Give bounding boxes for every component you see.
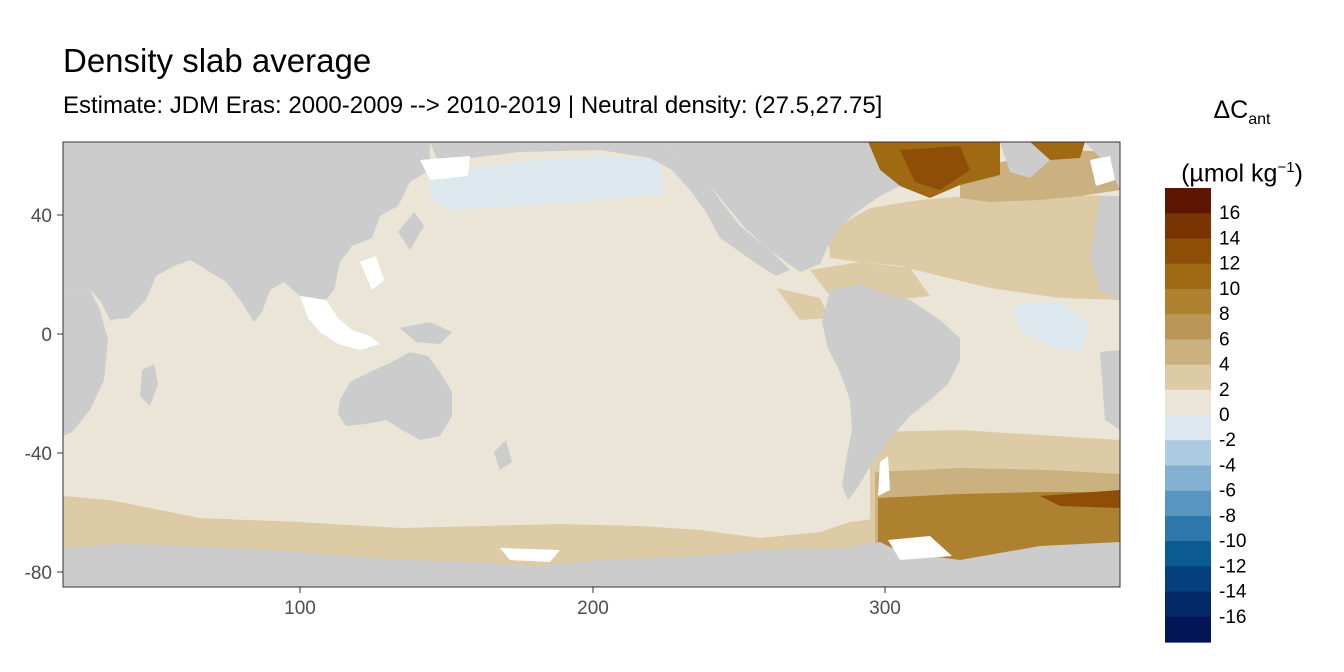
iberia-land	[1090, 196, 1120, 300]
missing-data	[300, 156, 1115, 562]
map-panel	[63, 142, 1120, 587]
colorbar-swatch	[1165, 314, 1211, 340]
colorbar-swatch	[1165, 238, 1211, 265]
colorbar-label: -12	[1219, 556, 1246, 577]
okhotsk-missing	[420, 156, 470, 180]
weddell-missing	[888, 536, 952, 560]
legend-unit: (µmol kg−1)	[1181, 159, 1303, 188]
colorbar-swatch	[1165, 566, 1211, 593]
colorbar-label: -14	[1219, 582, 1247, 603]
legend-variable: ΔCant	[1213, 96, 1271, 128]
colorbar-label: -6	[1219, 481, 1236, 502]
colorbar-label: 6	[1219, 329, 1230, 350]
colorbar-swatch	[1165, 515, 1211, 542]
colorbar-swatch	[1165, 541, 1211, 567]
y-tick-label: 0	[41, 325, 52, 346]
japan-land	[398, 212, 424, 250]
colorbar-label: 14	[1219, 228, 1241, 249]
ross-missing	[500, 548, 560, 562]
colorbar-swatch	[1165, 440, 1211, 467]
colorbar-label: 2	[1219, 380, 1230, 401]
colorbar-swatch	[1165, 389, 1211, 416]
colorbar-label: 8	[1219, 304, 1230, 325]
colorbar-swatch	[1165, 465, 1211, 492]
new-zealand-land	[494, 440, 512, 470]
antarctica-land	[63, 542, 1120, 587]
colorbar-swatch	[1165, 591, 1211, 618]
x-tick-label: 200	[577, 598, 609, 619]
colorbar-swatch	[1165, 364, 1211, 391]
colorbar-swatch	[1165, 339, 1211, 366]
madagascar-land	[140, 364, 158, 406]
colorbar-swatch	[1165, 490, 1211, 517]
baltic-missing	[1090, 156, 1115, 186]
x-tick-label: 300	[869, 598, 901, 619]
colorbar-swatch	[1165, 616, 1211, 643]
greenland-land	[1000, 142, 1050, 178]
x-axis: 100 200 300	[284, 587, 901, 619]
legend-title: ΔCant (µmol kg−1)	[1162, 86, 1322, 197]
colorbar-label: 4	[1219, 355, 1230, 376]
land	[63, 142, 1120, 587]
australia-land	[338, 352, 452, 440]
panel-border	[62, 141, 1121, 588]
colorbar-swatch	[1165, 213, 1211, 240]
south-atlantic-peak	[1040, 490, 1120, 508]
colorbar-label: -8	[1219, 506, 1236, 527]
patagonia-missing	[878, 456, 890, 496]
africa-land	[63, 288, 108, 436]
labrador-sea-peak	[900, 146, 970, 190]
colorbar-label: 0	[1219, 405, 1230, 426]
equatorial-atlantic-negative	[1012, 302, 1090, 352]
indonesia-missing	[300, 296, 380, 350]
y-tick-label: -80	[25, 563, 52, 584]
colorbar-swatch	[1165, 415, 1211, 441]
x-tick-label: 100	[284, 598, 316, 619]
africa-east-land	[1100, 350, 1120, 430]
south-america-land	[822, 284, 960, 500]
new-guinea-land	[400, 322, 452, 344]
colorbar-label: 12	[1219, 254, 1240, 275]
north-america-land	[660, 142, 900, 272]
y-axis: 40 0 -40 -80	[25, 206, 63, 584]
colorbar-swatch	[1165, 288, 1211, 315]
europe-land	[1085, 142, 1120, 190]
north-pacific-negative	[430, 156, 665, 210]
north-atlantic-light	[828, 194, 1120, 300]
colorbar-label: -10	[1219, 531, 1246, 552]
colorbar-swatch	[1165, 188, 1211, 214]
east-pacific-band	[776, 288, 830, 320]
north-pacific-rim	[430, 142, 790, 276]
colorbar-label: -2	[1219, 430, 1236, 451]
colorbar-label: 10	[1219, 279, 1240, 300]
eurasia-land	[63, 142, 430, 322]
china-sea-missing	[360, 256, 384, 290]
colorbar-label: -16	[1219, 607, 1246, 628]
y-tick-label: -40	[25, 444, 52, 465]
y-tick-label: 40	[31, 206, 52, 227]
colorbar-label: -4	[1219, 455, 1236, 476]
chart-title: Density slab average	[63, 42, 372, 79]
nordic-seas-high	[1030, 142, 1085, 160]
colorbar: 16 14 12 10 8 6 4 2 0 -2 -4 -6 -8 -10 -12 -14 -16	[1165, 188, 1247, 643]
colorbar-label: 16	[1219, 203, 1240, 224]
colorbar-swatch	[1165, 263, 1211, 290]
chart-subtitle: Estimate: JDM Eras: 2000-2009 --> 2010-2…	[63, 92, 883, 119]
